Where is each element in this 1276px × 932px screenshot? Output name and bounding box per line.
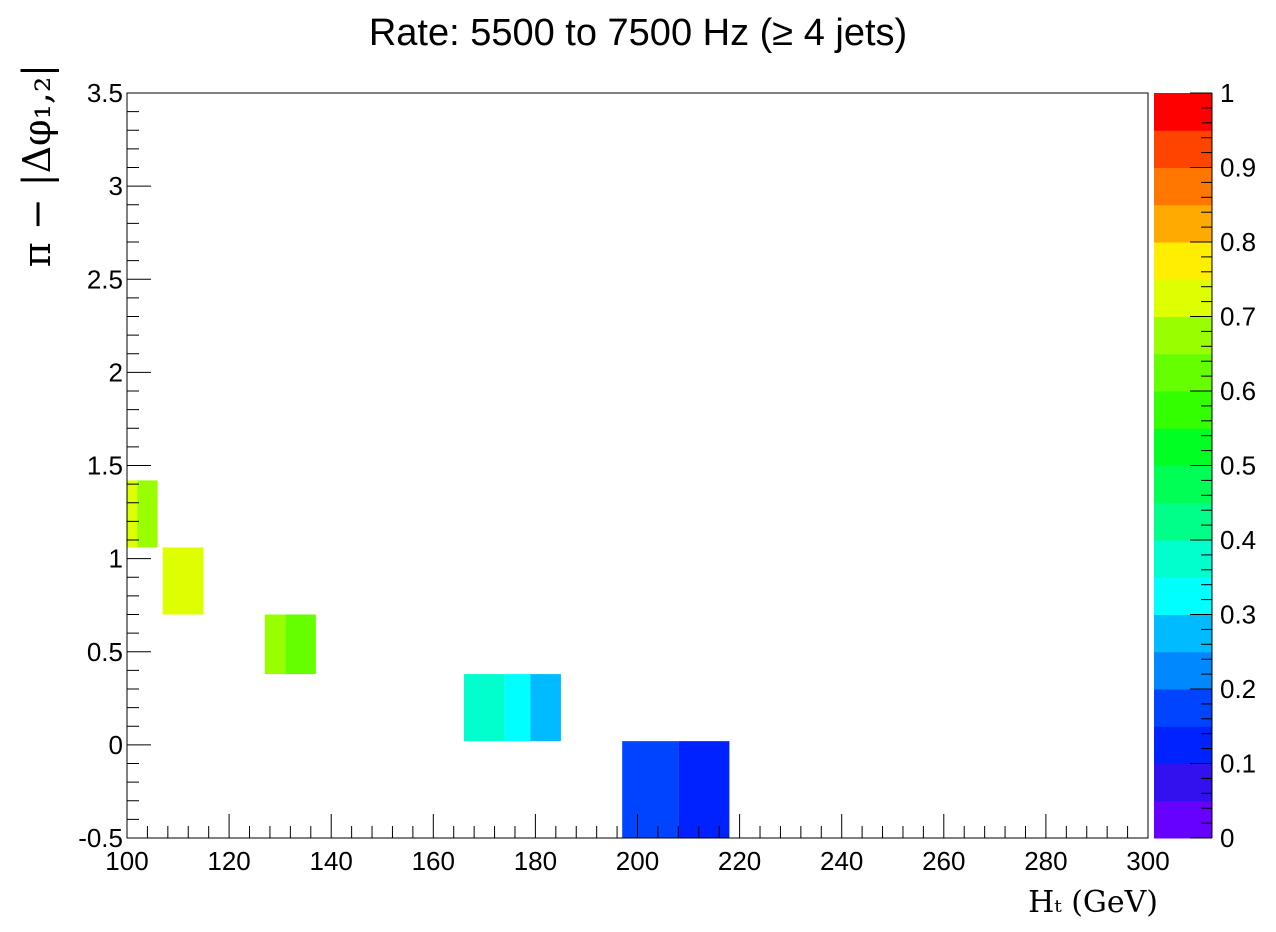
x-axis: 100 120 140 160 180 200 220 240 260 280 300 xyxy=(105,814,1170,876)
z-tick-label: 0.5 xyxy=(1220,451,1256,481)
x-tick-label: 300 xyxy=(1126,846,1169,876)
y-tick-label: 0.5 xyxy=(87,637,123,667)
palette-swatch xyxy=(1154,689,1212,727)
z-tick-label: 0.9 xyxy=(1220,153,1256,183)
z-axis: 0 0.1 0.2 0.3 0.4 0.5 0.6 0.7 0.8 0.9 1 xyxy=(1190,78,1256,853)
palette-swatch xyxy=(1154,391,1212,429)
palette-swatch xyxy=(1154,763,1212,802)
heatmap-cell xyxy=(678,741,730,838)
palette-swatch xyxy=(1154,502,1212,541)
x-tick-label: 160 xyxy=(412,846,455,876)
palette-swatch xyxy=(1154,726,1212,764)
x-axis-title: Hₜ (GeV) xyxy=(1028,885,1158,920)
palette-swatch xyxy=(1154,577,1212,615)
x-tick-label: 220 xyxy=(718,846,761,876)
heatmap-cell xyxy=(137,480,158,548)
x-tick-label: 180 xyxy=(514,846,557,876)
heatmap-cell xyxy=(162,547,204,615)
y-axis: -0.5 0 0.5 1 1.5 2 2.5 3 3.5 xyxy=(78,78,151,853)
palette-swatch xyxy=(1154,353,1212,392)
z-tick-label: 0.3 xyxy=(1220,600,1256,630)
z-tick-label: 0.6 xyxy=(1220,376,1256,406)
x-tick-label: 240 xyxy=(820,846,863,876)
y-axis-title: π − |Δφ₁,₂| xyxy=(15,64,59,267)
y-tick-label: 3 xyxy=(109,171,123,201)
x-tick-label: 260 xyxy=(922,846,965,876)
heatmap-cell xyxy=(504,674,531,742)
z-tick-label: 0.7 xyxy=(1220,302,1256,332)
palette-swatch xyxy=(1154,204,1212,243)
color-palette xyxy=(1154,93,1212,839)
heatmap-cell xyxy=(463,674,505,742)
palette-swatch xyxy=(1154,465,1212,504)
palette-swatch xyxy=(1154,651,1212,690)
plot-frame xyxy=(126,92,1149,839)
x-tick-label: 280 xyxy=(1024,846,1067,876)
palette-swatch xyxy=(1154,279,1212,317)
y-tick-label: 2.5 xyxy=(87,264,123,294)
x-tick-label: 120 xyxy=(207,846,250,876)
palette-swatch xyxy=(1154,800,1212,839)
heatmap-cell xyxy=(530,674,561,742)
heatmap-cell xyxy=(285,614,316,675)
z-tick-label: 0 xyxy=(1220,823,1234,853)
z-tick-label: 0.8 xyxy=(1220,227,1256,257)
y-tick-label: -0.5 xyxy=(78,823,123,853)
palette-swatch xyxy=(1154,242,1212,280)
z-tick-label: 1 xyxy=(1220,78,1234,108)
palette-swatch xyxy=(1154,316,1212,355)
heatmap-cell xyxy=(264,614,286,675)
palette-swatch xyxy=(1154,167,1212,206)
palette-swatch xyxy=(1154,614,1212,653)
heatmap-cell xyxy=(622,741,679,838)
chart-title: Rate: 5500 to 7500 Hz (≥ 4 jets) xyxy=(369,12,907,54)
y-tick-label: 0 xyxy=(109,730,123,760)
x-tick-label: 200 xyxy=(616,846,659,876)
x-tick-label: 100 xyxy=(105,846,148,876)
palette-swatch xyxy=(1154,540,1212,578)
heatmap-cell xyxy=(127,480,138,548)
palette-swatch xyxy=(1154,428,1212,466)
y-tick-label: 1.5 xyxy=(87,451,123,481)
z-tick-label: 0.1 xyxy=(1220,749,1256,779)
z-tick-label: 0.4 xyxy=(1220,525,1256,555)
y-tick-label: 3.5 xyxy=(87,78,123,108)
z-tick-label: 0.2 xyxy=(1220,674,1256,704)
palette-swatch xyxy=(1154,130,1212,168)
x-tick-label: 140 xyxy=(310,846,353,876)
palette-swatch xyxy=(1154,93,1212,131)
y-tick-label: 2 xyxy=(109,357,123,387)
y-tick-label: 1 xyxy=(109,544,123,574)
heatmap-cells xyxy=(127,480,730,838)
